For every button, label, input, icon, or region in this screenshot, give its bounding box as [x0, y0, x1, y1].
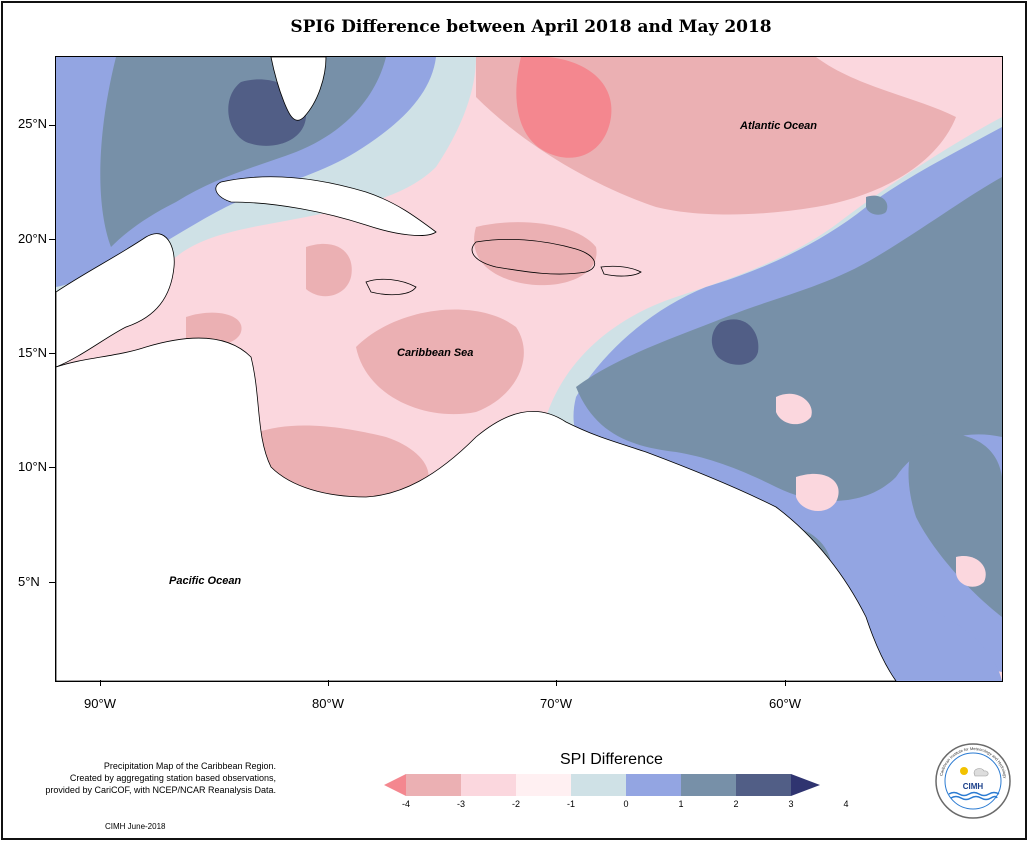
map-panel: [55, 56, 1003, 682]
florida-slate-zone: [100, 57, 387, 247]
notes-line-3: provided by CariCOF, with NCEP/NCAR Rean…: [45, 785, 276, 795]
legend-swatch-gt-4: [791, 774, 820, 796]
lat-tick-25n: 25°N: [18, 116, 48, 131]
legend-swatch-2-3: [736, 774, 791, 796]
puerto-rico-outline: [600, 265, 642, 277]
lon-mark: [100, 680, 101, 686]
lon-mark: [328, 680, 329, 686]
lat-tick-15n: 15°N: [18, 345, 48, 360]
legend-swatch-neg1-0: [571, 774, 626, 796]
lon-mark: [785, 680, 786, 686]
lat-mark: [49, 353, 55, 354]
notes-line-2: Created by aggregating station based obs…: [69, 773, 276, 783]
french-guiana-pink: [956, 556, 986, 587]
lat-mark: [49, 125, 55, 126]
legend-tick: 0: [623, 799, 629, 809]
lon-tick-90w: 90°W: [84, 696, 116, 711]
yucatan-land: [56, 233, 175, 368]
legend-title: SPI Difference: [560, 751, 663, 768]
lat-mark: [49, 467, 55, 468]
lon-tick-80w: 80°W: [312, 696, 344, 711]
jamaica-west-zone: [306, 243, 352, 297]
map-title: SPI6 Difference between April 2018 and M…: [290, 17, 772, 37]
lat-tick-5n: 5°N: [18, 574, 40, 589]
atlantic-small-slate: [866, 195, 888, 215]
honduras-coast-zone: [186, 312, 242, 346]
central-south-america-land: [56, 337, 897, 681]
legend-tick: -1: [566, 799, 575, 809]
jamaica-outline: [365, 278, 417, 296]
lat-mark: [49, 239, 55, 240]
lon-tick-60w: 60°W: [769, 696, 801, 711]
legend-colorbar: [384, 774, 820, 796]
lat-mark: [49, 582, 55, 583]
legend-swatch-1-2: [681, 774, 736, 796]
legend-tick: -3: [456, 799, 465, 809]
logo-text: CIMH: [963, 782, 984, 791]
lat-tick-10n: 10°N: [18, 459, 48, 474]
florida-land: [270, 57, 327, 121]
atlantic-strong-negative-zone: [516, 57, 612, 158]
legend-swatch-0-1: [626, 774, 681, 796]
map-notes: Precipitation Map of the Caribbean Regio…: [4, 760, 276, 796]
lesser-antilles-pink: [776, 393, 812, 425]
legend-tick: -2: [511, 799, 520, 809]
wave-icon: [950, 795, 998, 801]
atlantic-ocean-label: Atlantic Ocean: [740, 120, 818, 132]
spi-map: [56, 57, 1002, 681]
hispaniola-zone: [474, 222, 597, 286]
pacific-ocean-label: Pacific Ocean: [169, 575, 242, 587]
legend-tick: 2: [733, 799, 739, 809]
hispaniola-outline: [471, 238, 596, 275]
legend-swatch-neg4-neg3: [406, 774, 461, 796]
legend-tick: 1: [678, 799, 684, 809]
cimh-logo: CIMH Caribbean Institute for Meteorology…: [935, 743, 1011, 819]
windward-dark-zone: [711, 319, 759, 365]
barbados-pink: [796, 473, 839, 512]
legend-swatch-neg2-neg1: [516, 774, 571, 796]
sun-icon: [960, 767, 968, 775]
caribbean-sea-zone: [356, 309, 524, 415]
credit-text: CIMH June-2018: [105, 822, 166, 831]
notes-line-1: Precipitation Map of the Caribbean Regio…: [103, 761, 276, 771]
lat-tick-20n: 20°N: [18, 231, 48, 246]
caribbean-sea-label: Caribbean Sea: [397, 347, 474, 359]
legend-tick: -4: [401, 799, 410, 809]
legend-tick: 3: [788, 799, 794, 809]
cuba-outline: [215, 176, 437, 236]
legend-tick: 4: [843, 799, 849, 809]
lon-tick-70w: 70°W: [540, 696, 572, 711]
atlantic-slate-zone: [576, 177, 1002, 501]
lon-mark: [556, 680, 557, 686]
cloud-icon: [973, 768, 989, 777]
legend-swatch-neg3-neg2: [461, 774, 516, 796]
wave-icon: [948, 791, 1000, 797]
legend-swatch-lt-4: [384, 774, 406, 796]
